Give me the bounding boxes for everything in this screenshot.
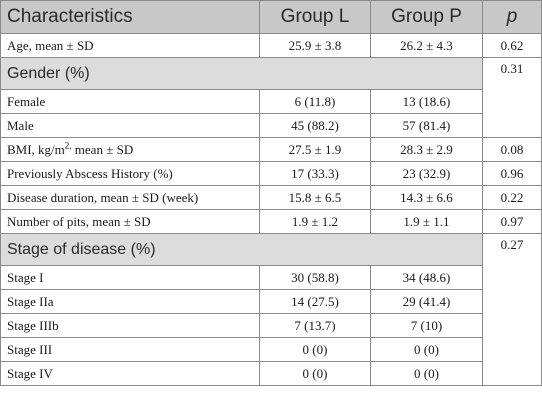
table-row: Previously Abscess History (%) 17 (33.3)… <box>0 161 542 186</box>
header-p-value: p <box>482 0 542 34</box>
row-label: Female <box>0 89 260 114</box>
group-l-value: 25.9 ± 3.8 <box>259 33 371 58</box>
table-row: Number of pits, mean ± SD 1.9 ± 1.2 1.9 … <box>0 209 542 234</box>
group-l-value: 45 (88.2) <box>259 113 371 138</box>
p-value-stage: 0.27 <box>482 233 542 386</box>
table-row: Disease duration, mean ± SD (week) 15.8 … <box>0 185 542 210</box>
p-value-gender: 0.31 <box>482 57 542 138</box>
group-p-value: 7 (10) <box>370 313 483 338</box>
section-row-stage: Stage of disease (%) 0.27 <box>0 233 542 386</box>
group-l-value: 1.9 ± 1.2 <box>259 209 371 234</box>
p-value: 0.97 <box>482 209 542 234</box>
table-row: Stage I 30 (58.8) 34 (48.6) <box>0 265 542 290</box>
bmi-label-superscript: 2, <box>64 140 72 151</box>
row-label: Stage I <box>0 265 260 290</box>
table-row: Female 6 (11.8) 13 (18.6) <box>0 89 542 114</box>
characteristics-table: Characteristics Group L Group P p Age, m… <box>0 0 542 386</box>
group-p-value: 14.3 ± 6.6 <box>370 185 483 210</box>
group-l-value: 6 (11.8) <box>259 89 371 114</box>
p-value: 0.62 <box>482 33 542 58</box>
table-row: Male 45 (88.2) 57 (81.4) <box>0 113 542 138</box>
group-l-value: 7 (13.7) <box>259 313 371 338</box>
row-label: Stage IIIb <box>0 313 260 338</box>
row-label: Number of pits, mean ± SD <box>0 209 260 234</box>
table-header-row: Characteristics Group L Group P p <box>0 0 542 34</box>
group-p-value: 26.2 ± 4.3 <box>370 33 483 58</box>
p-value: 0.08 <box>482 137 542 162</box>
p-value: 0.96 <box>482 161 542 186</box>
p-value: 0.22 <box>482 185 542 210</box>
row-label: Male <box>0 113 260 138</box>
group-p-value: 28.3 ± 2.9 <box>370 137 483 162</box>
row-label: Stage IV <box>0 361 260 386</box>
header-group-p: Group P <box>370 0 483 34</box>
section-label-gender: Gender (%) <box>0 57 483 90</box>
table-row: Stage III 0 (0) 0 (0) <box>0 337 542 362</box>
group-l-value: 27.5 ± 1.9 <box>259 137 371 162</box>
section-row-gender: Gender (%) 0.31 <box>0 57 542 138</box>
group-l-value: 30 (58.8) <box>259 265 371 290</box>
group-p-value: 0 (0) <box>370 361 483 386</box>
group-p-value: 29 (41.4) <box>370 289 483 314</box>
table-row: Stage IIa 14 (27.5) 29 (41.4) <box>0 289 542 314</box>
row-label-bmi: BMI, kg/m2, mean ± SD <box>0 137 260 162</box>
group-p-value: 1.9 ± 1.1 <box>370 209 483 234</box>
bmi-label-post: mean ± SD <box>71 142 134 157</box>
bmi-label-pre: BMI, kg/m <box>7 142 65 157</box>
row-label: Disease duration, mean ± SD (week) <box>0 185 260 210</box>
group-l-value: 0 (0) <box>259 337 371 362</box>
section-label-stage: Stage of disease (%) <box>0 233 483 266</box>
header-group-l: Group L <box>259 0 371 34</box>
table-row: Stage IV 0 (0) 0 (0) <box>0 361 542 386</box>
group-l-value: 0 (0) <box>259 361 371 386</box>
row-label: Stage III <box>0 337 260 362</box>
group-p-value: 34 (48.6) <box>370 265 483 290</box>
table-row: BMI, kg/m2, mean ± SD 27.5 ± 1.9 28.3 ± … <box>0 137 542 162</box>
row-label: Previously Abscess History (%) <box>0 161 260 186</box>
row-label: Age, mean ± SD <box>0 33 260 58</box>
group-p-value: 13 (18.6) <box>370 89 483 114</box>
group-l-value: 14 (27.5) <box>259 289 371 314</box>
group-l-value: 15.8 ± 6.5 <box>259 185 371 210</box>
group-l-value: 17 (33.3) <box>259 161 371 186</box>
header-characteristics: Characteristics <box>0 0 260 34</box>
row-label: Stage IIa <box>0 289 260 314</box>
table-row: Age, mean ± SD 25.9 ± 3.8 26.2 ± 4.3 0.6… <box>0 33 542 58</box>
group-p-value: 23 (32.9) <box>370 161 483 186</box>
group-p-value: 57 (81.4) <box>370 113 483 138</box>
group-p-value: 0 (0) <box>370 337 483 362</box>
table-row: Stage IIIb 7 (13.7) 7 (10) <box>0 313 542 338</box>
